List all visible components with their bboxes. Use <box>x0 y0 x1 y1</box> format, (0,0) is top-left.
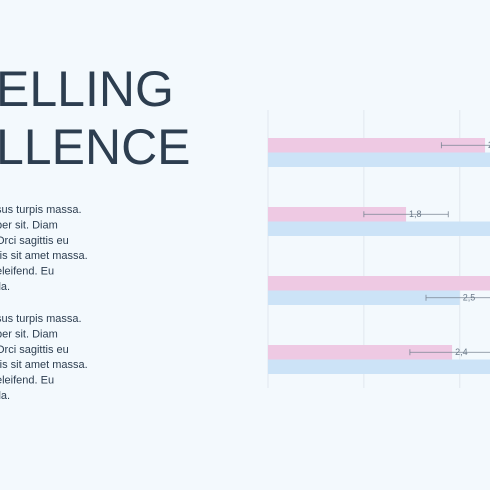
body-text: Orci sagittis eu <box>0 235 69 247</box>
body-text: eleifend. Eu <box>0 375 54 387</box>
body-text: ris sit amet massa. <box>0 359 88 371</box>
body-text: per sit. Diam <box>0 328 58 340</box>
value-label: 1,8 <box>409 209 422 219</box>
body-text: lla. <box>0 390 10 402</box>
value-label: 2,8 <box>488 140 490 150</box>
bar <box>268 359 490 374</box>
value-label: 2,5 <box>463 293 476 303</box>
bar <box>268 276 490 291</box>
body-text: Orci sagittis eu <box>0 344 69 356</box>
bar <box>268 345 453 360</box>
bar <box>268 138 486 153</box>
title-line: LLENCE <box>0 119 191 175</box>
value-label: 2,4 <box>455 347 468 357</box>
bar <box>268 152 490 167</box>
bar <box>268 207 407 222</box>
bar <box>268 221 490 236</box>
bar <box>268 290 460 305</box>
body-text: sus turpis massa. <box>0 204 82 216</box>
body-text: eleifend. Eu <box>0 266 54 278</box>
body-text: ris sit amet massa. <box>0 250 88 262</box>
body-text: sus turpis massa. <box>0 313 82 325</box>
body-text: per sit. Diam <box>0 219 58 231</box>
title-line: ELLING <box>0 61 174 117</box>
body-text: lla. <box>0 281 10 293</box>
